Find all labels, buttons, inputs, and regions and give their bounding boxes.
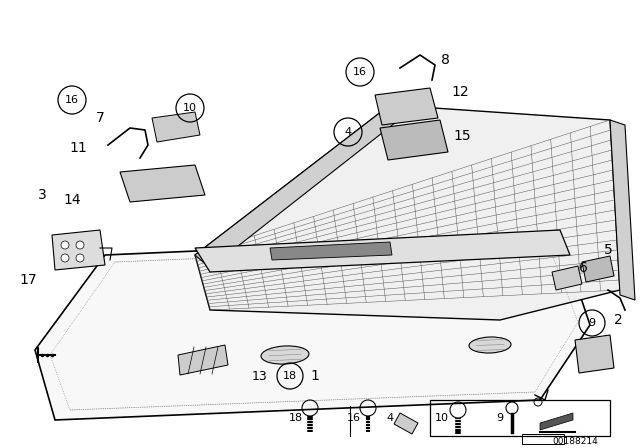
Text: 14: 14: [63, 193, 81, 207]
Polygon shape: [152, 112, 200, 142]
Polygon shape: [195, 105, 620, 320]
Polygon shape: [610, 120, 635, 300]
Polygon shape: [540, 413, 573, 430]
Polygon shape: [375, 88, 438, 125]
Text: 3: 3: [38, 188, 46, 202]
Ellipse shape: [261, 346, 309, 364]
Text: 17: 17: [19, 273, 37, 287]
Circle shape: [61, 254, 69, 262]
Text: 10: 10: [183, 103, 197, 113]
Circle shape: [61, 241, 69, 249]
Polygon shape: [195, 105, 405, 268]
Text: 6: 6: [579, 261, 588, 275]
Text: 9: 9: [497, 413, 504, 423]
Text: 15: 15: [453, 129, 471, 143]
Polygon shape: [582, 256, 614, 282]
Text: 4: 4: [344, 127, 351, 137]
Text: 8: 8: [440, 53, 449, 67]
Polygon shape: [178, 345, 228, 375]
Text: 9: 9: [588, 318, 596, 328]
Text: 13: 13: [252, 370, 268, 383]
Text: 12: 12: [451, 85, 469, 99]
Text: 00188214: 00188214: [552, 438, 598, 447]
Circle shape: [76, 241, 84, 249]
Polygon shape: [195, 230, 570, 272]
Polygon shape: [380, 120, 448, 160]
Text: 4: 4: [387, 413, 394, 423]
Polygon shape: [575, 335, 614, 373]
Polygon shape: [552, 266, 582, 290]
Text: 18: 18: [289, 413, 303, 423]
Text: 2: 2: [614, 313, 622, 327]
Text: 16: 16: [347, 413, 361, 423]
Polygon shape: [394, 413, 418, 434]
Text: 7: 7: [95, 111, 104, 125]
Text: 16: 16: [353, 67, 367, 77]
Ellipse shape: [469, 337, 511, 353]
Text: 11: 11: [69, 141, 87, 155]
Polygon shape: [52, 230, 105, 270]
Text: 18: 18: [283, 371, 297, 381]
Polygon shape: [270, 242, 392, 260]
Polygon shape: [35, 235, 590, 420]
Text: 10: 10: [435, 413, 449, 423]
Text: 5: 5: [604, 243, 612, 257]
Text: 16: 16: [65, 95, 79, 105]
Text: 1: 1: [310, 369, 319, 383]
Polygon shape: [120, 165, 205, 202]
Circle shape: [76, 254, 84, 262]
Polygon shape: [195, 105, 620, 320]
